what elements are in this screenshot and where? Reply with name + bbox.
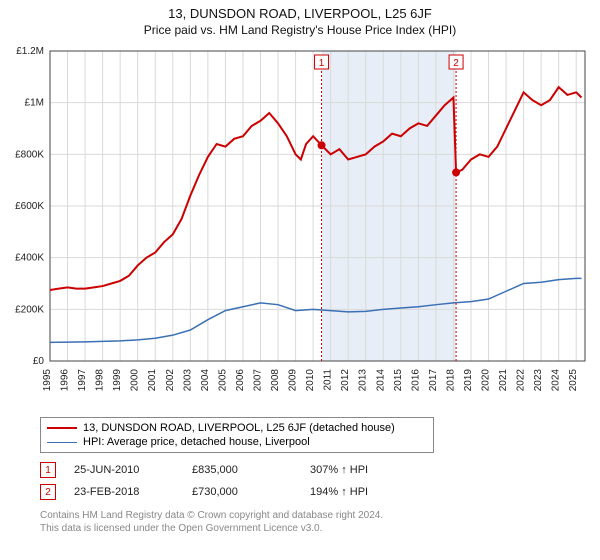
transaction-row: 2 23-FEB-2018 £730,000 194% ↑ HPI (40, 481, 590, 503)
svg-text:2005: 2005 (217, 369, 228, 392)
svg-text:1998: 1998 (95, 369, 106, 392)
svg-text:2017: 2017 (428, 369, 439, 392)
transaction-row: 1 25-JUN-2010 £835,000 307% ↑ HPI (40, 459, 590, 481)
svg-text:2007: 2007 (252, 369, 263, 392)
svg-text:2024: 2024 (551, 369, 562, 392)
copyright-line: This data is licensed under the Open Gov… (40, 522, 590, 535)
svg-text:1999: 1999 (112, 369, 123, 392)
transaction-date: 25-JUN-2010 (74, 464, 174, 476)
svg-text:2022: 2022 (516, 369, 527, 392)
svg-text:2020: 2020 (481, 369, 492, 392)
legend-label: HPI: Average price, detached house, Live… (83, 436, 310, 448)
svg-text:2: 2 (453, 58, 459, 69)
svg-text:2009: 2009 (288, 369, 299, 392)
svg-text:2014: 2014 (375, 369, 386, 392)
transaction-list: 1 25-JUN-2010 £835,000 307% ↑ HPI 2 23-F… (40, 459, 590, 503)
svg-text:£0: £0 (33, 356, 45, 367)
svg-text:1997: 1997 (77, 369, 88, 392)
chart-svg: £0 £200K £400K £600K £800K £1M £1.2M 1995 1996 19… (0, 41, 600, 411)
svg-text:2001: 2001 (147, 369, 158, 392)
marker-badge: 2 (40, 484, 56, 500)
price-chart: £0 £200K £400K £600K £800K £1M £1.2M 1995 1996 19… (0, 41, 600, 411)
legend-label: 13, DUNSDON ROAD, LIVERPOOL, L25 6JF (de… (83, 422, 395, 434)
svg-text:£800K: £800K (15, 149, 44, 160)
svg-text:£1M: £1M (25, 98, 44, 109)
svg-text:2000: 2000 (130, 369, 141, 392)
transaction-hpi: 194% ↑ HPI (310, 486, 410, 498)
svg-text:2023: 2023 (533, 369, 544, 392)
svg-text:1: 1 (319, 58, 325, 69)
legend-swatch (47, 427, 77, 429)
copyright-line: Contains HM Land Registry data © Crown c… (40, 509, 590, 522)
svg-text:2011: 2011 (323, 369, 334, 391)
copyright-text: Contains HM Land Registry data © Crown c… (40, 509, 590, 535)
marker-badge: 1 (40, 462, 56, 478)
svg-text:2016: 2016 (410, 369, 421, 392)
svg-text:2010: 2010 (305, 369, 316, 392)
svg-text:£1.2M: £1.2M (16, 46, 44, 57)
svg-text:2025: 2025 (568, 369, 579, 392)
transaction-price: £730,000 (192, 486, 292, 498)
legend-swatch (47, 442, 77, 443)
svg-text:2021: 2021 (498, 369, 509, 392)
svg-text:2019: 2019 (463, 369, 474, 392)
svg-text:£400K: £400K (15, 253, 44, 264)
svg-text:2008: 2008 (270, 369, 281, 392)
svg-text:2012: 2012 (340, 369, 351, 392)
transaction-date: 23-FEB-2018 (74, 486, 174, 498)
page-title: 13, DUNSDON ROAD, LIVERPOOL, L25 6JF (0, 0, 600, 21)
svg-text:2004: 2004 (200, 369, 211, 392)
page-subtitle: Price paid vs. HM Land Registry's House … (0, 21, 600, 41)
svg-text:2002: 2002 (165, 369, 176, 392)
svg-text:£200K: £200K (15, 304, 44, 315)
svg-text:2013: 2013 (358, 369, 369, 392)
legend-row: 13, DUNSDON ROAD, LIVERPOOL, L25 6JF (de… (47, 421, 427, 435)
svg-text:2018: 2018 (445, 369, 456, 392)
svg-text:2006: 2006 (235, 369, 246, 392)
legend-row: HPI: Average price, detached house, Live… (47, 435, 427, 449)
svg-text:£600K: £600K (15, 201, 44, 212)
transaction-price: £835,000 (192, 464, 292, 476)
svg-text:1995: 1995 (42, 369, 53, 392)
legend-box: 13, DUNSDON ROAD, LIVERPOOL, L25 6JF (de… (40, 417, 434, 453)
svg-text:2015: 2015 (393, 369, 404, 392)
svg-text:2003: 2003 (182, 369, 193, 392)
transaction-hpi: 307% ↑ HPI (310, 464, 410, 476)
svg-text:1996: 1996 (60, 369, 71, 392)
